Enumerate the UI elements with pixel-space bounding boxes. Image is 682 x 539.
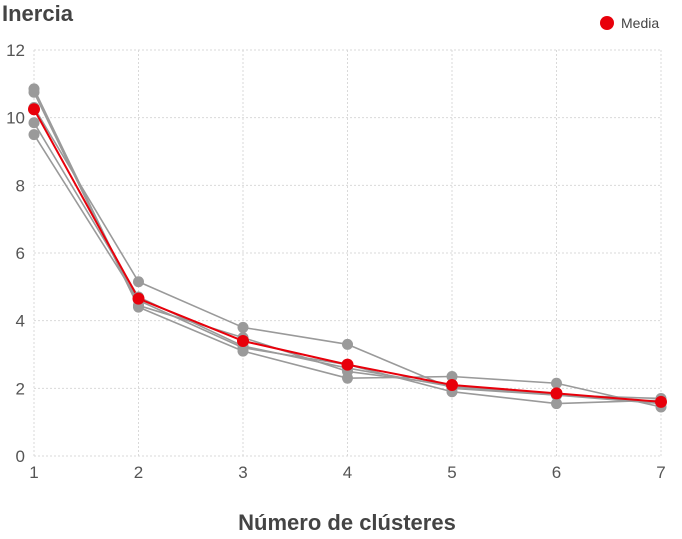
mean-data-point: [237, 334, 249, 347]
trial-data-point: [446, 370, 458, 382]
y-tick-label: 6: [16, 244, 25, 263]
x-tick-label: 1: [29, 463, 38, 482]
x-tick-label: 7: [656, 463, 665, 482]
y-tick-label: 0: [16, 447, 25, 466]
y-tick-label: 10: [6, 109, 25, 128]
series-points: [28, 83, 667, 413]
y-tick-label: 4: [16, 312, 25, 331]
trial-data-point: [551, 377, 562, 389]
x-tick-label: 5: [447, 463, 456, 482]
trial-data-point: [28, 117, 40, 129]
mean-data-point: [446, 378, 458, 391]
grid: [33, 49, 662, 457]
legend-label-media: Media: [621, 15, 659, 31]
trial-data-point: [342, 372, 353, 384]
trial-data-point: [133, 276, 144, 288]
x-tick-label: 4: [343, 463, 352, 482]
mean-data-point: [550, 387, 563, 400]
trial-data-point: [342, 338, 353, 350]
x-axis-label: Número de clústeres: [238, 510, 456, 534]
x-tick-label: 2: [134, 463, 143, 482]
legend: Media: [600, 15, 659, 31]
trial-data-point: [551, 398, 562, 410]
x-tick-label: 3: [238, 463, 247, 482]
chart-title: Inercia: [2, 1, 74, 26]
mean-data-point: [28, 103, 40, 116]
trial-data-point: [237, 321, 249, 333]
mean-data-point: [132, 292, 145, 305]
trial-data-point: [28, 86, 40, 98]
trial-series-line: [33, 122, 662, 400]
mean-data-point: [655, 395, 667, 408]
trial-data-point: [28, 129, 40, 141]
y-tick-label: 2: [16, 379, 25, 398]
x-tick-label: 6: [552, 463, 561, 482]
y-tick-label: 8: [16, 176, 25, 195]
y-tick-label: 12: [6, 41, 25, 60]
legend-marker-media: [600, 16, 614, 30]
mean-data-point: [341, 358, 354, 371]
